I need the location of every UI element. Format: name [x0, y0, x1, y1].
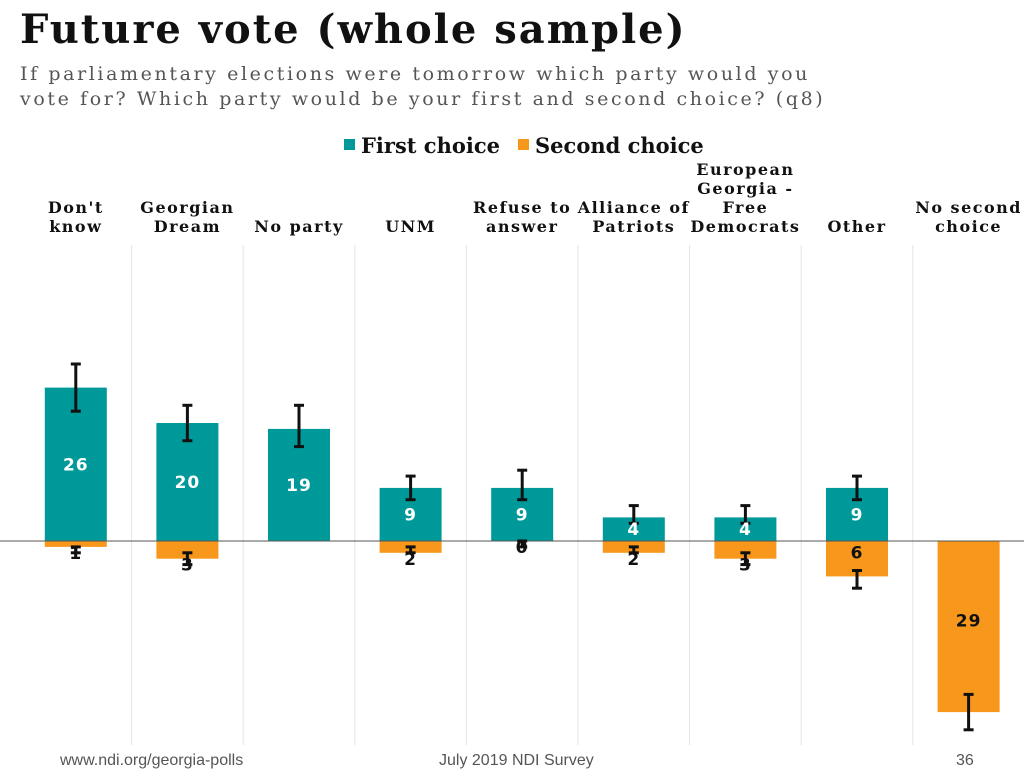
category-label: Refuse to — [473, 198, 571, 217]
page-number: 36 — [956, 752, 974, 769]
category-label: choice — [935, 217, 1002, 236]
category-label: Free — [722, 198, 768, 217]
category-label: Don't — [48, 198, 104, 217]
footer-survey: July 2019 NDI Survey — [439, 752, 594, 769]
data-label-second-choice: 3 — [181, 556, 194, 576]
bar-second-choice — [44, 541, 107, 547]
category-label: No party — [254, 217, 344, 236]
bar-second-choice — [937, 541, 1000, 713]
category-label: Georgia - — [697, 179, 793, 198]
chart-title: Future vote (whole sample) — [20, 6, 687, 53]
category-label: Dream — [154, 217, 221, 236]
category-label: European — [696, 160, 794, 179]
category-label: Georgian — [140, 198, 234, 217]
data-label-second-choice: 1 — [69, 544, 82, 564]
category-label: Alliance of — [577, 198, 690, 217]
bar-second-choice — [156, 541, 219, 559]
bar-first-choice — [156, 423, 219, 541]
data-label-first-choice: 9 — [516, 505, 529, 525]
bar-first-choice — [714, 517, 777, 541]
category-label: Democrats — [690, 217, 800, 236]
legend-label-first-choice: First choice — [361, 133, 500, 158]
data-label-first-choice: 9 — [851, 505, 864, 525]
data-label-second-choice: 0 — [516, 538, 529, 558]
data-label-second-choice: 6 — [851, 544, 864, 564]
data-label-first-choice: 19 — [286, 476, 312, 496]
data-label-first-choice: 9 — [404, 505, 417, 525]
chart-subtitle: If parliamentary elections were tomorrow… — [20, 63, 826, 110]
data-label-first-choice: 20 — [175, 473, 201, 493]
category-label: know — [49, 217, 102, 236]
category-label: Other — [827, 217, 886, 236]
category-label: No second — [915, 198, 1022, 217]
legend-swatch-first-choice — [344, 139, 355, 150]
data-label-first-choice: 4 — [739, 520, 752, 540]
legend-swatch-second-choice — [518, 139, 529, 150]
data-label-second-choice: 29 — [956, 612, 982, 632]
bar-first-choice — [44, 387, 107, 541]
category-label: Patriots — [592, 217, 675, 236]
data-label-first-choice: 26 — [63, 455, 89, 475]
bar-first-choice — [602, 517, 665, 541]
category-label: UNM — [385, 217, 436, 236]
footer-url: www.ndi.org/georgia-polls — [60, 752, 244, 769]
data-label-second-choice: 2 — [627, 550, 640, 570]
legend-label-second-choice: Second choice — [535, 133, 704, 158]
data-label-second-choice: 2 — [404, 550, 417, 570]
bar-second-choice — [714, 541, 777, 559]
data-label-second-choice: 3 — [739, 556, 752, 576]
category-label: answer — [486, 217, 558, 236]
data-label-first-choice: 4 — [627, 520, 640, 540]
